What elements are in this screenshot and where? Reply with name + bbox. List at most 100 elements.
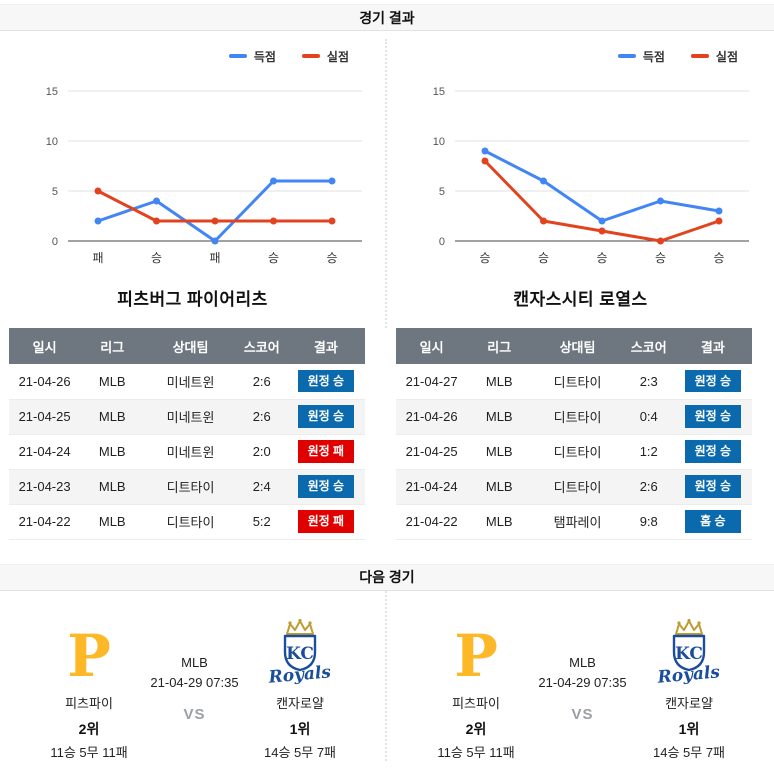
game-date: 21-04-26	[396, 399, 468, 435]
game-opponent: 미네트윈	[144, 399, 237, 435]
next-match-half-2: P 피츠파이 2위 11승 5무 11패 MLB 21-04-29 07:35 VS KC Ro…	[387, 591, 774, 761]
column-header: 상대팀	[144, 328, 237, 364]
game-date: 21-04-24	[396, 469, 468, 505]
home-team-rank: 2위	[465, 720, 487, 737]
data-point	[540, 217, 547, 225]
tables-row: 일시 리그 상대팀 스코어 결과 21-04-26 MLB 미네트윈 2:6 원정 승 21-04-…	[0, 328, 774, 540]
x-tick-label: 승	[655, 251, 666, 265]
next-match-card: P 피츠파이 2위 11승 5무 11패 MLB 21-04-29 07:35 VS KC Ro…	[387, 591, 774, 761]
game-league: MLB	[467, 504, 532, 540]
y-tick-label: 10	[433, 136, 445, 148]
game-league: MLB	[80, 434, 145, 470]
result-badge: 홈 승	[684, 510, 741, 533]
x-tick-label: 승	[326, 251, 337, 265]
column-header: 리그	[80, 328, 145, 364]
shield-shape	[672, 634, 706, 671]
home-team-record: 11승 5무 11패	[437, 744, 515, 760]
away-team-name: 캔자로얄	[276, 695, 324, 711]
result-badge: 원정 승	[684, 405, 741, 428]
home-team-name: 피츠파이	[452, 695, 500, 711]
data-point	[270, 217, 277, 225]
column-header: 스코어	[236, 328, 287, 364]
results-section-header: 경기 결과	[0, 4, 774, 31]
y-tick-label: 0	[52, 236, 58, 248]
table-row: 21-04-26 MLB 미네트윈 2:6 원정 승	[9, 364, 365, 400]
table-body: 21-04-27 MLB 디트타이 2:3 원정 승 21-04-26 MLB 디트타이 0:4…	[396, 364, 752, 540]
data-point	[211, 217, 219, 225]
game-date: 21-04-26	[9, 364, 81, 400]
data-point	[153, 197, 160, 205]
game-date: 21-04-22	[396, 504, 468, 540]
legend-label: 실점	[326, 49, 349, 64]
game-score: 2:6	[623, 469, 674, 505]
legend-dash-icon	[301, 54, 320, 58]
legend-dash-icon	[228, 54, 247, 58]
table-row: 21-04-25 MLB 미네트윈 2:6 원정 승	[9, 399, 365, 435]
next-match-row: P 피츠파이 2위 11승 5무 11패 MLB 21-04-29 07:35 VS KC Ro…	[0, 590, 774, 761]
game-result-cell: 원정 승	[673, 434, 752, 470]
game-opponent: 미네트윈	[144, 364, 237, 400]
table-row: 21-04-23 MLB 디트타이 2:4 원정 승	[9, 469, 365, 505]
x-tick-label: 승	[479, 251, 490, 265]
series-line	[96, 179, 334, 243]
pirates-line-chart: 0 5 10 15 패 승 패 승 승	[0, 69, 385, 271]
game-result-cell: 원정 승	[286, 399, 365, 435]
line-chart-svg: 0 5 10 15 패 승 패 승 승	[46, 86, 362, 265]
crown-dot	[677, 620, 681, 625]
result-badge: 원정 승	[684, 370, 741, 393]
data-point	[657, 197, 664, 205]
game-result-cell: 원정 승	[286, 469, 365, 505]
home-team-block: P 피츠파이 2위 11승 5무 11패	[30, 619, 148, 761]
table-head: 일시 리그 상대팀 스코어 결과	[9, 328, 365, 364]
match-datetime: 21-04-29 07:35	[538, 674, 627, 690]
game-opponent: 탬파레이	[531, 504, 624, 540]
game-result-cell: 원정 승	[673, 399, 752, 435]
result-badge: 원정 패	[297, 440, 354, 463]
vs-label: VS	[183, 705, 206, 723]
legend-item-concede: 실점	[690, 48, 738, 65]
away-team-record: 14승 5무 7패	[652, 744, 726, 760]
match-datetime: 21-04-29 07:35	[150, 674, 239, 690]
royals-line-chart: 0 5 10 15 승 승 승 승 승	[387, 69, 774, 271]
data-point	[94, 217, 102, 225]
table-half-royals: 일시 리그 상대팀 스코어 결과 21-04-27 MLB 디트타이 2:3 원정 승 21-04-…	[387, 328, 774, 540]
game-league: MLB	[80, 469, 145, 505]
x-tick-label: 승	[151, 251, 162, 265]
game-date: 21-04-27	[396, 364, 468, 400]
royals-kc-text: KC	[286, 644, 314, 664]
result-badge: 원정 승	[684, 475, 741, 498]
chart-legend: 득점 실점	[387, 47, 774, 65]
crown-shape	[675, 619, 703, 635]
table-row: 21-04-24 MLB 디트타이 2:6 원정 승	[396, 469, 752, 505]
game-opponent: 디트타이	[531, 399, 624, 435]
game-opponent: 디트타이	[531, 364, 624, 400]
royals-script-text: Royals	[656, 662, 721, 685]
game-date: 21-04-25	[396, 434, 468, 470]
column-header: 결과	[286, 328, 365, 364]
away-team-rank: 1위	[289, 720, 311, 737]
game-date: 21-04-23	[9, 469, 81, 505]
table-row: 21-04-22 MLB 탬파레이 9:8 홈 승	[396, 504, 752, 540]
game-result-cell: 원정 승	[286, 364, 365, 400]
column-header: 일시	[9, 328, 81, 364]
away-team-name: 캔자로얄	[665, 695, 713, 711]
crown-dot	[697, 620, 701, 625]
game-opponent: 디트타이	[144, 504, 237, 540]
column-header: 일시	[396, 328, 468, 364]
crown-shape	[286, 619, 314, 635]
next-match-half-1: P 피츠파이 2위 11승 5무 11패 MLB 21-04-29 07:35 VS KC Ro…	[0, 590, 387, 761]
crown-dot	[308, 620, 312, 625]
next-section-title: 다음 경기	[359, 569, 415, 585]
legend-dash-icon	[617, 54, 636, 58]
table-half-pirates: 일시 리그 상대팀 스코어 결과 21-04-26 MLB 미네트윈 2:6 원정 승 21-04-…	[0, 328, 387, 540]
game-score: 2:6	[236, 399, 287, 435]
line-chart-svg: 0 5 10 15 승 승 승 승 승	[433, 86, 749, 265]
y-tick-label: 15	[46, 86, 58, 98]
game-opponent: 미네트윈	[144, 434, 237, 470]
data-point	[328, 177, 336, 185]
table-head: 일시 리그 상대팀 스코어 결과	[396, 328, 752, 364]
away-logo-box: KC Royals	[261, 618, 339, 685]
result-badge: 원정 승	[684, 440, 741, 463]
legend-dash-icon	[690, 54, 709, 58]
